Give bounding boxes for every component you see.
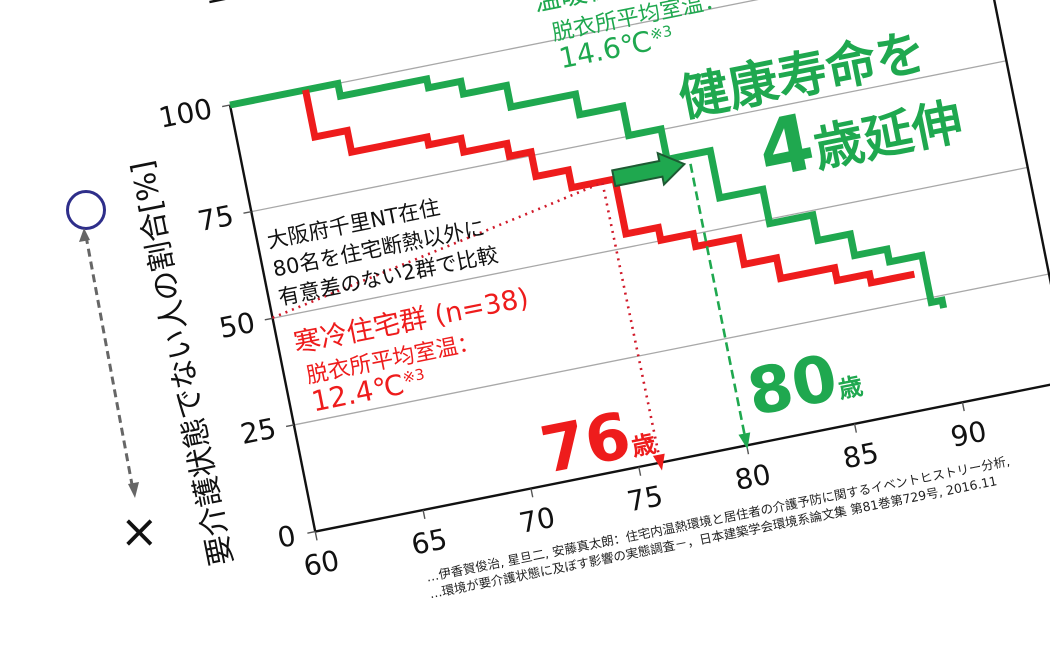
cold-age-unit: 歳 [629,429,659,462]
rotated-chart-panel: 100 75 50 25 0 60 65 70 75 80 85 90 95 温… [156,0,1050,601]
x-tick-85: 85 [840,436,882,476]
warm-guide-dashed [689,163,747,438]
extension-arrow-icon [611,151,687,188]
bad-marker-x-icon: × [120,504,159,558]
cold-guide-arrowhead-icon [652,453,665,471]
warm-guide-arrowhead-icon [738,432,751,450]
tick-marks [222,104,965,541]
good-marker-circle-icon [66,190,106,230]
x-tick-60: 60 [300,543,343,584]
warm-age-unit: 歳 [836,371,866,404]
chart-slide: × 要介護状態でない人の割合[%] [66,0,1050,601]
gridlines [229,0,1050,426]
x-tick-90: 90 [947,414,990,454]
warm-temp-note: ※3 [648,21,674,44]
plot-area [209,0,1050,541]
y-tick-50: 50 [216,305,258,346]
x-tick-80: 80 [732,457,774,497]
vertical-range-arrow-icon [79,228,139,498]
y-tick-25: 25 [237,411,280,451]
x-tick-65: 65 [408,522,451,562]
x-tick-75: 75 [624,479,666,519]
cold-temp-note: ※3 [400,364,427,387]
cold-guide-dotted [272,180,662,463]
x-tick-70: 70 [516,500,558,541]
y-tick-75: 75 [195,198,237,239]
